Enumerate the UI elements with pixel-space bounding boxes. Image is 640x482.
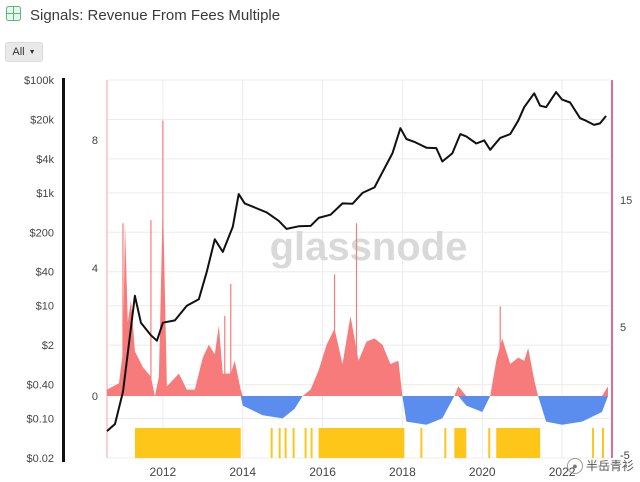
left-tick-label: $10 (36, 301, 54, 313)
x-tick-label: 2020 (469, 465, 496, 479)
caret-down-icon: ▼ (28, 48, 36, 56)
chart: glassnode $100k $20k $4k $1k $200 $40 $10 $2 $0.4… (24, 75, 632, 479)
range-filter-dropdown[interactable]: All ▼ (5, 42, 43, 62)
signal-bar (454, 428, 467, 458)
signal-bar (270, 428, 273, 458)
filter-label: All (12, 46, 25, 58)
signal-bar (310, 428, 313, 458)
page-title: Signals: Revenue From Fees Multiple (30, 7, 281, 24)
signal-bar (284, 428, 287, 458)
header: Signals: Revenue From Fees Multiple (0, 0, 640, 32)
right-tick-label: -5 (620, 450, 630, 462)
left-tick-label: $1k (36, 188, 54, 200)
signal-bar (420, 428, 423, 458)
left-tick-label: $0.40 (26, 380, 54, 392)
left-tick-label: $40 (36, 267, 54, 279)
left-tick-label: $100k (24, 75, 54, 87)
spreadsheet-icon (6, 6, 21, 21)
x-tick-label: 2012 (150, 465, 177, 479)
signal-bar (278, 428, 281, 458)
price-line (106, 91, 607, 432)
multiple-area-negative (107, 396, 609, 425)
x-tick-label: 2014 (229, 465, 256, 479)
signal-bar (304, 428, 307, 458)
signal-bar (496, 428, 541, 458)
signal-bar (602, 428, 605, 458)
left-tick-label: $200 (30, 227, 54, 239)
signal-bar (488, 428, 491, 458)
left-tick-label: $0.02 (26, 453, 54, 465)
corner-watermark-text: 半岳青衫 (585, 459, 634, 473)
left-tick-label: $0.10 (26, 414, 54, 426)
corner-watermark: ● 半岳青衫 (566, 457, 634, 474)
left-tick-label: $2 (42, 340, 54, 352)
signal-bar (318, 428, 405, 458)
mid-tick-label: 0 (92, 391, 98, 403)
signal-bar (134, 428, 241, 458)
right-tick-label: 15 (620, 195, 632, 207)
signal-bar (292, 428, 295, 458)
mid-tick-label: 8 (92, 135, 98, 147)
paw-icon: ● (566, 457, 583, 474)
signal-bar (592, 428, 595, 458)
right-tick-label: 5 (620, 322, 626, 334)
watermark-text: glassnode (270, 225, 468, 269)
left-axis-bar (62, 78, 65, 462)
left-tick-label: $20k (30, 114, 54, 126)
multiple-area-positive (107, 197, 609, 396)
mid-tick-label: 4 (92, 263, 98, 275)
signal-bar (444, 428, 447, 458)
left-tick-label: $4k (36, 154, 54, 166)
x-tick-label: 2016 (309, 465, 336, 479)
x-tick-label: 2018 (389, 465, 416, 479)
